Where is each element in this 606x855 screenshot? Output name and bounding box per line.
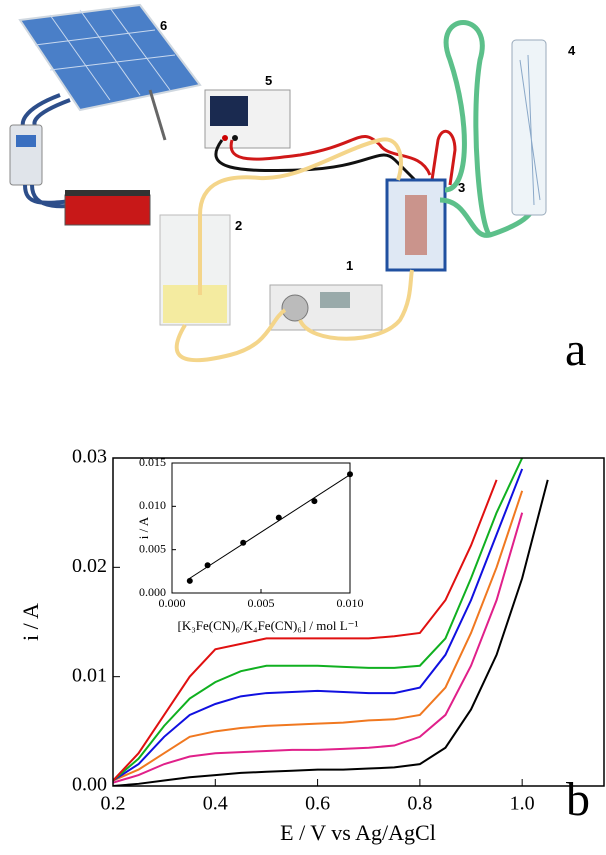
series-line — [113, 479, 498, 782]
y-tick-label: 0.000 — [139, 585, 166, 599]
axes-frame — [112, 457, 605, 787]
panel-stand — [148, 89, 167, 141]
pump-timer — [320, 292, 350, 308]
x-axis-label: E / V vs Ag/AgCl — [280, 820, 436, 845]
yellow-tube — [198, 137, 403, 295]
panel-label: a — [565, 323, 586, 376]
y-tick-label: 0.00 — [72, 774, 107, 796]
inset-background — [172, 463, 350, 593]
black-wire — [214, 139, 422, 187]
y-tick-label: 0.01 — [72, 664, 107, 686]
battery — [64, 194, 151, 226]
power-display — [210, 96, 248, 126]
component-label: 4 — [568, 43, 576, 58]
x-tick-label: 0.000 — [159, 596, 186, 610]
component-label: 5 — [265, 73, 272, 88]
controller — [9, 124, 43, 186]
series-line — [113, 490, 524, 782]
x-tick-label: 0.6 — [305, 793, 330, 815]
solar-panel — [18, 3, 202, 112]
y-tick-label: 0.010 — [139, 498, 166, 512]
point — [275, 514, 282, 521]
red-wire — [430, 129, 457, 186]
battery-top — [65, 190, 150, 196]
series-line — [113, 458, 524, 782]
x-tick-label: 0.005 — [248, 596, 275, 610]
x-tick-label: 0.8 — [407, 793, 432, 815]
series-line — [113, 479, 549, 786]
axes-frame — [171, 462, 351, 594]
y-tick-label: 0.02 — [72, 555, 107, 577]
y-axis-label: i / A — [18, 603, 43, 641]
yellow-tube — [174, 308, 287, 363]
x-tick-label: 0.4 — [203, 793, 228, 815]
fit-line — [189, 474, 351, 579]
terminal — [232, 135, 238, 141]
x-axis-label: [K₃Fe(CN)₆/K₄Fe(CN)₆] / mol L⁻¹ — [178, 618, 359, 633]
x-tick-label: 0.2 — [101, 793, 126, 815]
component-label: 3 — [458, 180, 465, 195]
point — [240, 539, 247, 546]
column-fill — [519, 54, 541, 206]
y-tick-label: 0.03 — [72, 446, 107, 468]
point — [186, 577, 193, 584]
point — [311, 498, 318, 505]
panel-label: b — [566, 773, 590, 826]
terminal — [222, 135, 228, 141]
solution — [163, 285, 227, 323]
component-label: 6 — [160, 18, 167, 33]
panel-grid — [34, 7, 176, 101]
series-line — [113, 468, 524, 782]
column — [511, 39, 547, 216]
panel-a-drawing — [9, 3, 547, 363]
y-tick-label: 0.015 — [139, 455, 166, 469]
green-tube — [443, 20, 492, 238]
series-line — [113, 512, 524, 784]
y-tick-label: 0.005 — [139, 541, 166, 555]
x-tick-label: 0.010 — [337, 596, 364, 610]
pump-head — [281, 294, 309, 322]
y-axis-label: i / A — [136, 516, 151, 539]
yellow-tube — [298, 269, 414, 341]
x-tick-label: 1.0 — [510, 793, 535, 815]
component-label: 1 — [346, 258, 353, 273]
component-label: 2 — [235, 218, 242, 233]
controller-screen — [16, 135, 36, 147]
electrode — [405, 195, 427, 255]
point — [204, 562, 211, 569]
